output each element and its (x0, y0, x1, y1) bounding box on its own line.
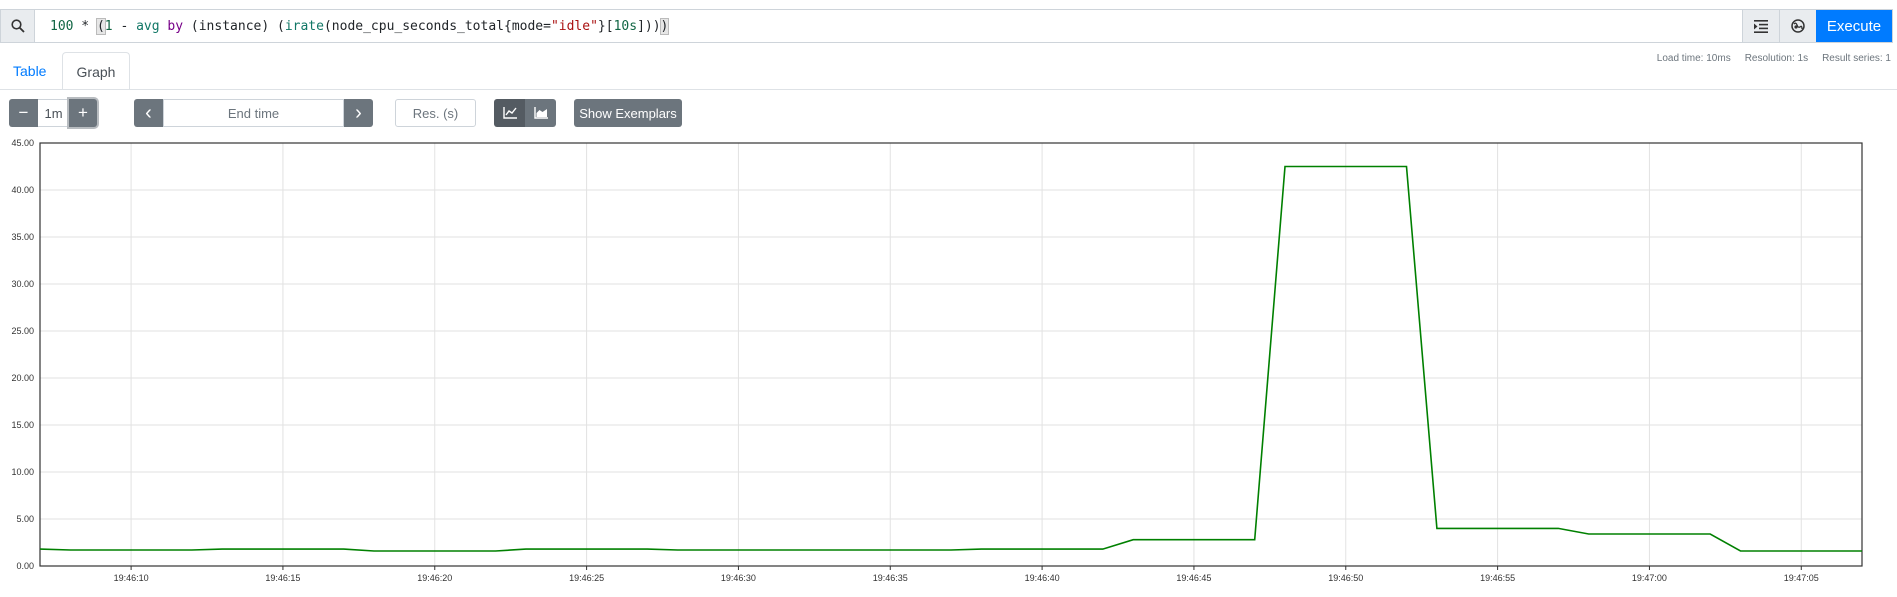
expression-token: mode (511, 18, 544, 34)
expression-token: ])) (637, 18, 661, 34)
y-tick-label: 15.00 (11, 420, 34, 430)
line-chart-icon[interactable] (494, 99, 525, 127)
execute-button[interactable]: Execute (1816, 10, 1892, 42)
resolution: Resolution: 1s (1744, 53, 1809, 64)
expression-token: (node_cpu_seconds_total{ (323, 18, 512, 34)
series-line (39, 165, 1862, 552)
expression-token: avg (136, 18, 160, 34)
y-tick-label: 30.00 (11, 279, 34, 289)
expression-token: * (73, 18, 97, 34)
expression-token: irate (284, 18, 324, 34)
expression-token: 100 (50, 18, 74, 34)
x-tick-label: 19:46:20 (417, 573, 452, 583)
x-tick-label: 19:46:15 (265, 573, 300, 583)
x-tick-label: 19:46:40 (1025, 573, 1060, 583)
y-tick-label: 0.00 (16, 561, 34, 571)
tab-table[interactable]: Table (13, 63, 47, 79)
x-tick-label: 19:46:45 (1176, 573, 1211, 583)
expression-token: 10s (613, 18, 638, 34)
tab-graph[interactable]: Graph (62, 52, 130, 90)
format-expression-icon[interactable] (1742, 10, 1779, 42)
expression-token: }[ (597, 18, 614, 34)
expression-token: by (159, 18, 191, 34)
load-time: Load time: 10ms (1656, 53, 1731, 64)
x-tick-label: 19:47:05 (1784, 573, 1819, 583)
query-stats: Load time: 10ms Resolution: 1s Result se… (1657, 53, 1891, 64)
show-exemplars-button[interactable]: Show Exemplars (574, 99, 682, 127)
expression-token: 1 (104, 18, 113, 34)
end-time-input[interactable]: End time (163, 99, 344, 127)
x-tick-label: 19:46:25 (569, 573, 604, 583)
expression-token: "idle" (550, 18, 598, 34)
x-tick-label: 19:46:55 (1480, 573, 1515, 583)
x-tick-label: 19:46:10 (114, 573, 149, 583)
y-tick-label: 35.00 (11, 232, 34, 242)
x-tick-label: 19:46:30 (721, 573, 756, 583)
y-tick-label: 40.00 (11, 185, 34, 195)
next-time-button[interactable]: › (344, 99, 373, 127)
resolution-input[interactable]: Res. (s) (395, 99, 476, 127)
increase-range-button[interactable]: + (69, 99, 97, 127)
x-tick-label: 19:46:50 (1328, 573, 1363, 583)
expression-token: (instance) ( (190, 18, 285, 34)
search-icon (1, 10, 35, 42)
expression-input[interactable]: 100 * (1 - avg by (instance) (irate (node… (35, 10, 1742, 42)
plot-frame (39, 142, 1863, 567)
query-bar: 100 * (1 - avg by (instance) (irate (node… (0, 9, 1893, 43)
x-tick-label: 19:47:00 (1632, 573, 1667, 583)
line-chart: 0.00 5.00 10.00 15.00 20.00 25.00 30.00 35.00 40… (11, 138, 1863, 583)
prev-time-button[interactable]: ‹ (134, 99, 163, 127)
metrics-explorer-icon[interactable] (1779, 10, 1816, 42)
y-tick-label: 20.00 (11, 373, 34, 383)
y-tick-label: 5.00 (16, 514, 34, 524)
expression-token: ) (659, 17, 670, 35)
y-tick-label: 10.00 (11, 467, 34, 477)
y-tick-label: 45.00 (11, 138, 34, 148)
expression-token: - (112, 18, 137, 34)
range-input[interactable]: 1m (38, 99, 69, 127)
result-series: Result series: 1 (1822, 53, 1891, 64)
x-tick-label: 19:46:35 (873, 573, 908, 583)
graph-panel: 0.00 5.00 10.00 15.00 20.00 25.00 30.00 35.00 40… (0, 138, 1897, 592)
expression-token: = (543, 18, 551, 34)
tabs-divider (0, 89, 1897, 90)
y-tick-label: 25.00 (11, 326, 34, 336)
expression-token: ( (95, 17, 106, 35)
decrease-range-button[interactable]: − (9, 99, 38, 127)
stacked-chart-icon[interactable] (525, 99, 556, 127)
